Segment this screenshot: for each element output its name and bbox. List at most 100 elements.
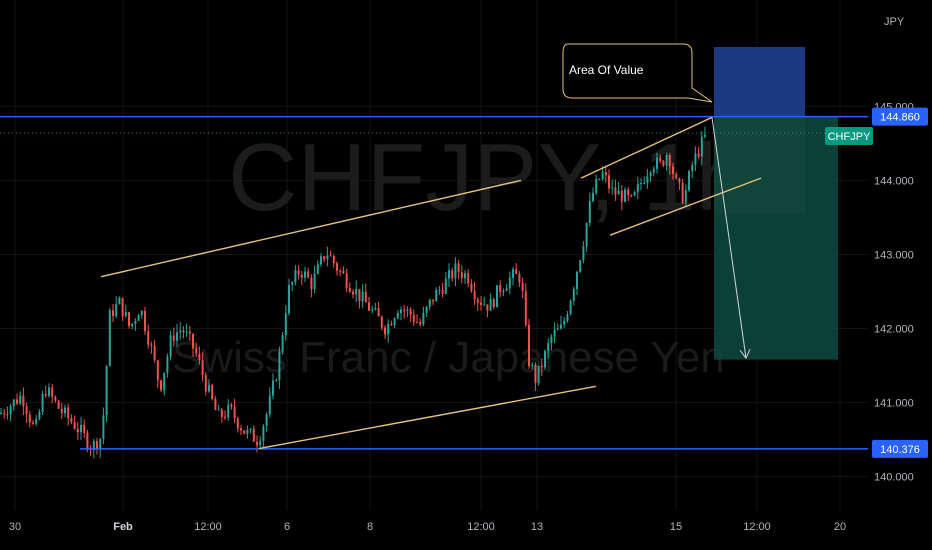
candle-body <box>16 399 18 404</box>
candle-body <box>281 335 284 352</box>
candle-body <box>169 335 172 357</box>
candle-body <box>524 291 527 325</box>
candle-body <box>505 288 508 291</box>
y-tick-label: 141.000 <box>874 398 914 410</box>
x-tick-label: Feb <box>113 521 133 533</box>
candle-body <box>451 270 454 279</box>
candle-body <box>364 291 367 303</box>
candle-body <box>80 425 82 433</box>
candle-body <box>454 263 457 279</box>
candle-body <box>352 291 354 295</box>
candle-body <box>323 256 326 260</box>
candle-body <box>684 190 687 204</box>
candle-body <box>294 270 297 283</box>
candle-body <box>444 278 447 294</box>
candle-body <box>688 171 690 191</box>
candle-body <box>681 182 684 204</box>
candle-body <box>601 171 604 180</box>
y-tick-label: 144.000 <box>874 175 914 187</box>
candle-body <box>137 315 140 321</box>
candle-body <box>252 428 255 442</box>
candle-body <box>579 260 582 272</box>
candle-body <box>70 418 73 423</box>
candle-body <box>9 406 12 415</box>
x-tick-label: 20 <box>834 521 846 533</box>
candle-body <box>224 416 226 418</box>
candle-body <box>406 309 409 311</box>
candle-body <box>76 428 79 433</box>
candle-body <box>54 396 57 401</box>
candle-body <box>326 255 329 260</box>
candle-body <box>262 426 265 441</box>
candle-body <box>550 336 553 344</box>
candle-body <box>118 297 121 305</box>
candle-body <box>96 441 98 450</box>
candle-body <box>489 299 492 311</box>
candle-body <box>192 333 194 349</box>
candle-body <box>179 330 182 333</box>
candle-body <box>371 309 374 311</box>
candle-body <box>521 282 524 292</box>
candle-body <box>697 153 700 157</box>
candle-body <box>508 277 511 289</box>
candle-body <box>652 168 655 173</box>
candle-body <box>467 273 470 284</box>
candle-body <box>147 331 150 345</box>
candle-body <box>476 299 479 303</box>
candle-body <box>448 270 450 279</box>
candle-body <box>275 380 278 382</box>
candle-body <box>598 179 601 181</box>
candle-body <box>156 360 159 381</box>
callout-label: Area Of Value <box>569 63 644 77</box>
candle-body <box>592 192 594 202</box>
candle-body <box>560 324 562 329</box>
candle-body <box>419 322 422 325</box>
candle-body <box>310 277 313 290</box>
candle-body <box>297 270 300 275</box>
candle-body <box>272 380 274 396</box>
candle-body <box>515 269 518 274</box>
projection-arrow-line <box>711 117 747 359</box>
candle-body <box>64 407 66 414</box>
x-tick-label: 8 <box>367 521 373 533</box>
candle-body <box>51 387 54 397</box>
candle-body <box>0 413 2 415</box>
candle-body <box>547 343 550 352</box>
x-tick-label: 6 <box>284 521 290 533</box>
candle-body <box>563 320 566 325</box>
candle-body <box>278 351 281 381</box>
candle-body <box>214 398 217 410</box>
candle-body <box>400 309 402 313</box>
candle-body <box>361 291 364 302</box>
candle-body <box>19 395 22 404</box>
candle-body <box>649 172 652 177</box>
candle-body <box>233 406 236 419</box>
candle-body <box>416 321 418 323</box>
candle-body <box>259 440 262 446</box>
candle-body <box>412 314 415 322</box>
candle-body <box>499 285 502 293</box>
candle-body <box>284 313 287 336</box>
watermark: CHFJPY, 1h Swiss Franc / Japanese Yen <box>172 124 749 382</box>
candle-body <box>166 356 169 373</box>
candle-body <box>704 134 706 137</box>
x-tick-label: 13 <box>531 521 543 533</box>
candle-body <box>374 308 377 310</box>
candle-body <box>480 302 482 305</box>
candle-body <box>633 191 636 196</box>
candle-body <box>291 282 294 285</box>
candle-body <box>569 300 572 315</box>
candle-body <box>572 288 575 301</box>
candle-body <box>396 312 399 319</box>
candle-body <box>678 178 681 183</box>
candle-body <box>92 441 95 450</box>
callout-bubble <box>562 43 713 103</box>
candle-body <box>457 263 460 273</box>
candle-body <box>700 136 703 157</box>
candle-body <box>537 365 540 383</box>
price-badge-bg <box>825 127 873 145</box>
callout: Area Of Value <box>562 43 713 103</box>
candle-body <box>230 404 233 407</box>
